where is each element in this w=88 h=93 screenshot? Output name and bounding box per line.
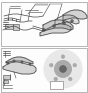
Circle shape bbox=[54, 60, 72, 78]
Polygon shape bbox=[40, 24, 71, 36]
Polygon shape bbox=[43, 20, 73, 31]
Circle shape bbox=[49, 63, 53, 67]
Polygon shape bbox=[3, 62, 36, 74]
Circle shape bbox=[73, 63, 77, 67]
Polygon shape bbox=[63, 10, 87, 22]
Circle shape bbox=[44, 50, 82, 88]
Bar bbox=[3, 80, 8, 83]
Circle shape bbox=[62, 21, 65, 24]
Bar bbox=[1, 2, 87, 46]
Circle shape bbox=[53, 24, 56, 28]
Circle shape bbox=[68, 77, 72, 81]
Circle shape bbox=[60, 66, 66, 72]
Circle shape bbox=[61, 55, 65, 58]
Circle shape bbox=[29, 63, 31, 65]
Circle shape bbox=[54, 77, 58, 81]
Polygon shape bbox=[6, 57, 33, 64]
Bar bbox=[5, 24, 13, 29]
Bar bbox=[50, 81, 63, 89]
Circle shape bbox=[21, 61, 23, 63]
Bar bbox=[13, 24, 19, 30]
Circle shape bbox=[7, 62, 9, 64]
Circle shape bbox=[13, 60, 15, 62]
Bar bbox=[1, 48, 87, 92]
Circle shape bbox=[70, 20, 73, 23]
Circle shape bbox=[43, 28, 45, 32]
Polygon shape bbox=[55, 15, 79, 25]
Bar bbox=[3, 75, 10, 79]
